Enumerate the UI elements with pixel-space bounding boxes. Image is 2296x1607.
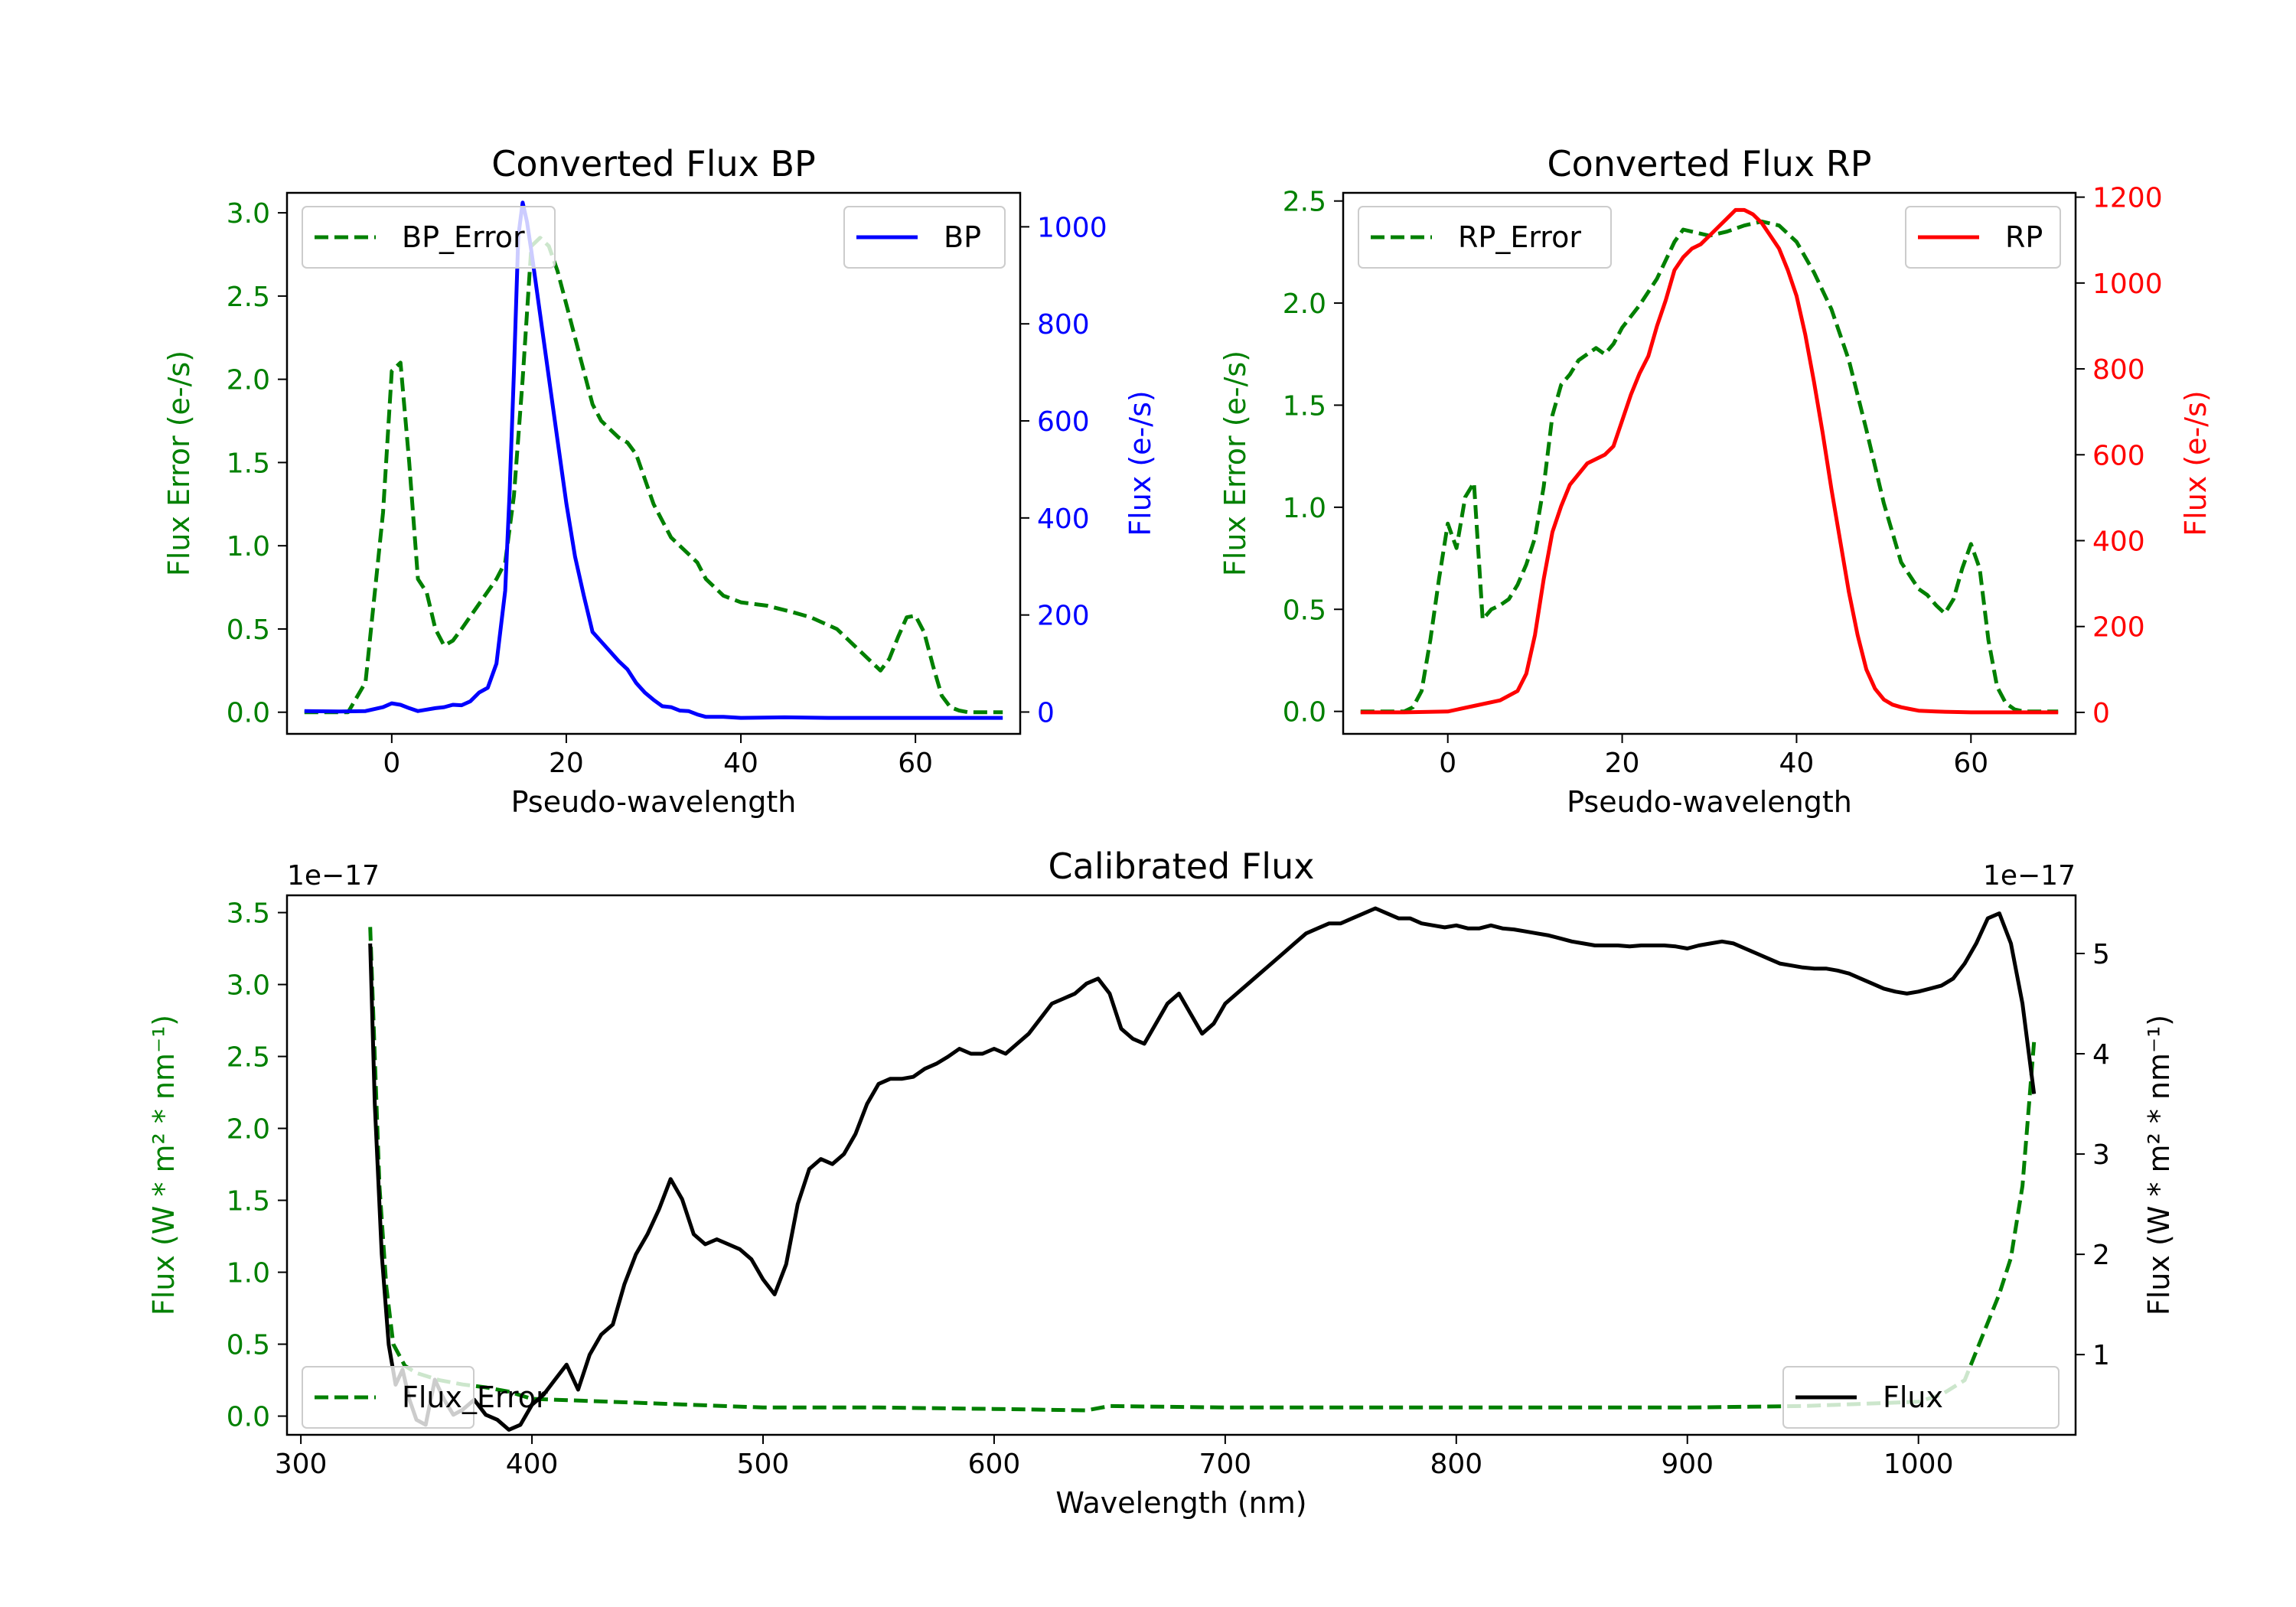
right-y-tick-label: 0 xyxy=(2092,698,2110,729)
left-y-tick-label: 3.0 xyxy=(227,198,270,230)
x-tick-label: 800 xyxy=(1430,1449,1482,1480)
right-y-tick-label: 200 xyxy=(1037,601,1090,632)
series-line-flux xyxy=(368,906,2037,1432)
x-tick-label: 20 xyxy=(549,748,584,779)
right-y-tick-label: 1000 xyxy=(2092,269,2163,300)
x-axis-label: Wavelength (nm) xyxy=(1055,1486,1306,1520)
left-y-tick-label: 1.0 xyxy=(227,531,270,562)
right-y-axis-label: Flux (W * m² * nm⁻¹) xyxy=(2142,1015,2176,1315)
series-line-flux-error xyxy=(368,927,2037,1413)
x-tick-label: 1000 xyxy=(1883,1449,1954,1480)
series-line-rp xyxy=(1360,207,2059,715)
left-y-tick-label: 0.5 xyxy=(227,1330,270,1361)
right-y-axis-label: Flux (e-/s) xyxy=(1124,390,1157,536)
legend-box xyxy=(302,1366,475,1429)
legend-box xyxy=(1358,206,1612,269)
left-y-tick-label: 1.0 xyxy=(227,1258,270,1289)
x-tick-label: 60 xyxy=(898,748,933,779)
legend-label: BP_Error xyxy=(402,220,525,254)
left-y-tick-label: 0.0 xyxy=(227,1402,270,1433)
series-line-rp-error xyxy=(1360,219,2059,714)
x-tick-label: 700 xyxy=(1199,1449,1252,1480)
left-y-tick-label: 0.5 xyxy=(227,614,270,646)
legend-box xyxy=(1782,1366,2060,1429)
legend-label: RP_Error xyxy=(1458,220,1581,254)
left-y-axis-label: Flux Error (e-/s) xyxy=(162,350,196,576)
x-tick-label: 300 xyxy=(275,1449,328,1480)
left-y-tick-label: 0.0 xyxy=(1283,697,1326,729)
left-y-tick-label: 2.5 xyxy=(227,282,270,313)
chart-title: Converted Flux RP xyxy=(1548,143,1872,184)
x-axis-label: Pseudo-wavelength xyxy=(511,785,797,819)
x-tick-label: 60 xyxy=(1953,748,1988,779)
left-y-tick-label: 2.0 xyxy=(227,1114,270,1146)
left-y-tick-label: 1.5 xyxy=(1283,390,1326,422)
legend-box xyxy=(1905,206,2061,269)
right-y-tick-label: 0 xyxy=(1037,697,1055,729)
x-tick-label: 0 xyxy=(383,748,400,779)
left-y-tick-label: 0.0 xyxy=(227,698,270,729)
legend-label: RP xyxy=(2005,220,2043,254)
legend-box xyxy=(843,206,1006,269)
plot-frame xyxy=(285,191,1022,735)
x-tick-label: 900 xyxy=(1661,1449,1714,1480)
left-y-tick-label: 0.5 xyxy=(1283,595,1326,626)
left-y-tick-label: 2.0 xyxy=(227,365,270,396)
x-tick-label: 40 xyxy=(723,748,758,779)
left-y-tick-label: 2.0 xyxy=(1283,288,1326,320)
left-y-tick-label: 2.5 xyxy=(227,1042,270,1074)
series-line-bp xyxy=(304,200,1003,720)
left-y-tick-label: 1.0 xyxy=(1283,493,1326,524)
left-y-tick-label: 3.0 xyxy=(227,970,270,1002)
x-tick-label: 400 xyxy=(506,1449,559,1480)
plot-frame xyxy=(285,894,2077,1436)
right-axis-offset-text: 1e−17 xyxy=(1983,860,2076,892)
right-y-tick-label: 5 xyxy=(2092,939,2110,970)
x-tick-label: 500 xyxy=(737,1449,790,1480)
legend-label: BP xyxy=(944,220,981,254)
right-y-tick-label: 3 xyxy=(2092,1139,2110,1171)
x-axis-label: Pseudo-wavelength xyxy=(1567,785,1852,819)
x-tick-label: 0 xyxy=(1439,748,1456,779)
chart-title: Calibrated Flux xyxy=(1049,846,1315,887)
series-line-bp-error xyxy=(304,236,1003,715)
legend-box xyxy=(302,206,556,269)
right-y-tick-label: 4 xyxy=(2092,1039,2110,1071)
right-y-tick-label: 600 xyxy=(2092,440,2145,471)
right-y-tick-label: 400 xyxy=(2092,526,2145,558)
right-y-tick-label: 600 xyxy=(1037,406,1090,438)
left-y-tick-label: 1.5 xyxy=(227,448,270,479)
right-y-tick-label: 400 xyxy=(1037,504,1090,535)
right-y-tick-label: 1 xyxy=(2092,1340,2110,1371)
chart-calibrated-flux: Calibrated Flux 300 400 500 600 700 800 900 1000… xyxy=(147,846,2176,1520)
left-y-axis-label: Flux (W * m² * nm⁻¹) xyxy=(147,1015,181,1315)
right-y-tick-label: 1200 xyxy=(2092,183,2163,214)
chart-converted-flux-bp: Converted Flux BP 0 20 40 60 Pseudo-wavelengt… xyxy=(162,143,1157,819)
left-axis-offset-text: 1e−17 xyxy=(287,860,380,892)
plot-frame xyxy=(1342,191,2077,735)
chart-converted-flux-rp: Converted Flux RP 0 20 40 60 Pseudo-wavelengt… xyxy=(1218,143,2213,819)
right-y-tick-label: 200 xyxy=(2092,612,2145,644)
right-y-tick-label: 1000 xyxy=(1037,212,1107,243)
x-tick-label: 40 xyxy=(1779,748,1815,779)
right-y-tick-label: 2 xyxy=(2092,1240,2110,1271)
left-y-axis-label: Flux Error (e-/s) xyxy=(1218,350,1252,576)
left-y-tick-label: 1.5 xyxy=(227,1186,270,1217)
x-tick-label: 600 xyxy=(968,1449,1021,1480)
left-y-tick-label: 2.5 xyxy=(1283,187,1326,218)
left-y-tick-label: 3.5 xyxy=(227,898,270,930)
right-y-axis-label: Flux (e-/s) xyxy=(2179,390,2213,536)
legend-label: Flux xyxy=(1883,1380,1943,1414)
right-y-tick-label: 800 xyxy=(1037,309,1090,341)
legend-label: Flux_Error xyxy=(402,1380,548,1414)
chart-title: Converted Flux BP xyxy=(491,143,816,184)
right-y-tick-label: 800 xyxy=(2092,354,2145,386)
x-tick-label: 20 xyxy=(1605,748,1640,779)
